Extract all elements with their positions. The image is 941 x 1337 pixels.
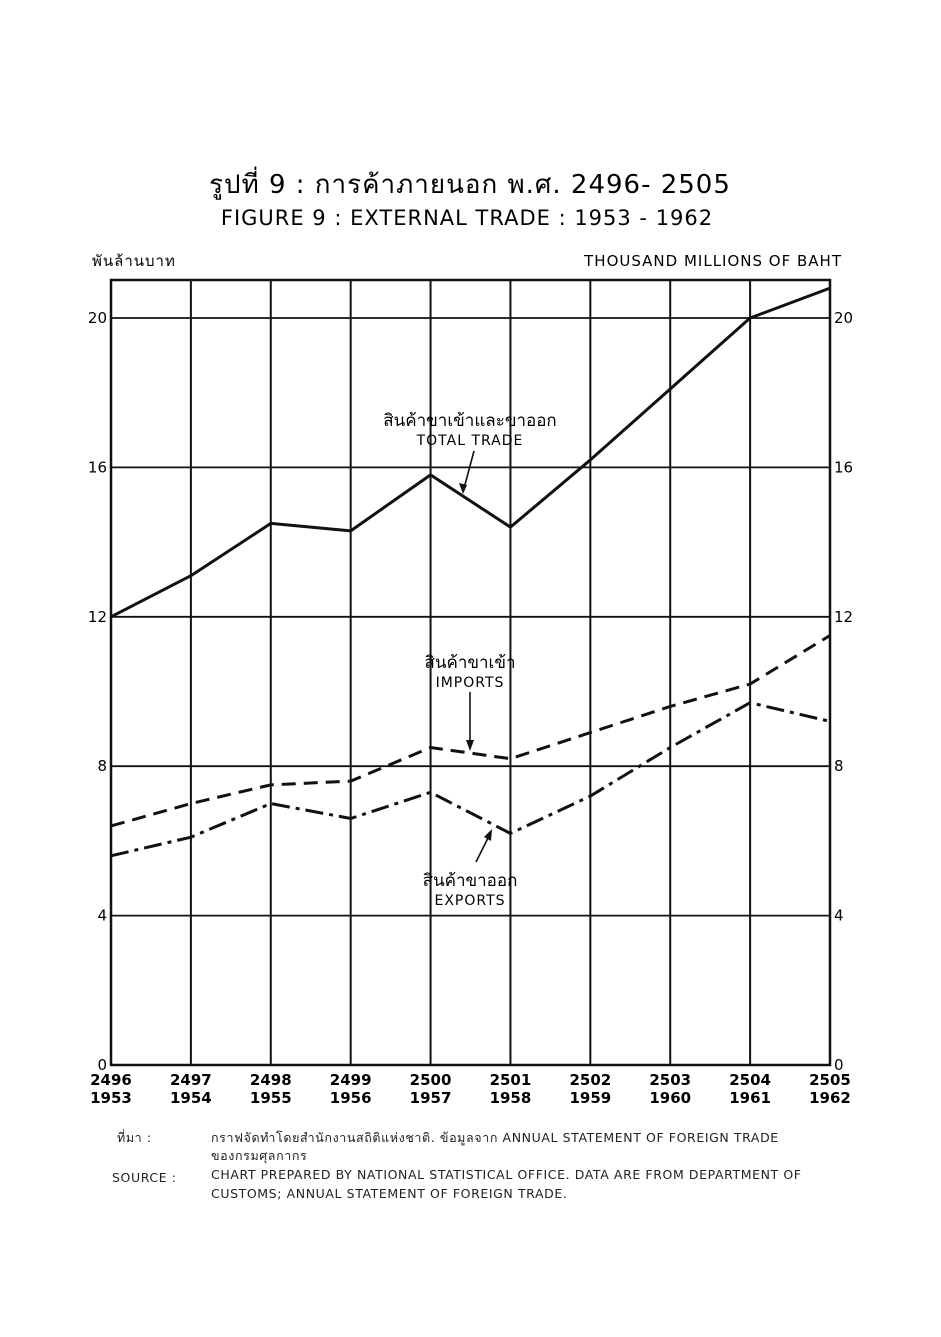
y-tick-label-right: 16 (834, 458, 853, 476)
y-tick-label-left: 20 (88, 309, 107, 327)
x-tick-label-year: 1956 (330, 1089, 372, 1107)
x-tick-label-buddhist-year: 2501 (490, 1071, 532, 1089)
y-tick-label-right: 20 (834, 309, 853, 327)
y-tick-label-left: 8 (97, 757, 107, 775)
exports-arrow (475, 829, 492, 863)
x-tick-label-buddhist-year: 2502 (569, 1071, 611, 1089)
gridlines (111, 280, 830, 1065)
source-label-english: SOURCE : (112, 1170, 177, 1185)
y-tick-label-right: 4 (834, 907, 844, 925)
source-text-thai-line2: ของกรมศุลกากร (211, 1148, 308, 1163)
total-trade-label-thai: สินค้าขาเข้าและขาออก (383, 411, 556, 431)
imports-label-thai: สินค้าขาเข้า (424, 653, 515, 673)
series-line-exports (110, 701, 831, 858)
x-tick-label-buddhist-year: 2500 (410, 1071, 452, 1089)
x-tick-label-year: 1955 (250, 1089, 292, 1107)
total-trade-arrow (459, 450, 475, 494)
total-trade-label-english: TOTAL TRADE (416, 433, 524, 449)
exports-label-thai: สินค้าขาออก (423, 871, 518, 891)
x-tick-label-buddhist-year: 2504 (729, 1071, 771, 1089)
left-axis-unit: พันล้านบาท (92, 252, 176, 270)
plot-frame (109, 278, 832, 1067)
x-tick-label-year: 1961 (729, 1089, 771, 1107)
imports-label-english: IMPORTS (436, 675, 505, 691)
y-tick-label-left: 4 (97, 907, 107, 925)
x-tick-label-buddhist-year: 2496 (90, 1071, 132, 1089)
x-tick-label-year: 1957 (410, 1089, 452, 1107)
x-tick-label-year: 1959 (569, 1089, 611, 1107)
chart-title-english: FIGURE 9 : EXTERNAL TRADE : 1953 - 1962 (221, 206, 713, 230)
right-axis-unit: THOUSAND MILLIONS OF BAHT (583, 252, 842, 270)
y-tick-label-right: 8 (834, 757, 844, 775)
exports-label-english: EXPORTS (434, 893, 505, 909)
x-tick-label-buddhist-year: 2498 (250, 1071, 292, 1089)
y-tick-label-left: 0 (97, 1056, 107, 1074)
x-tick-label-year: 1960 (649, 1089, 691, 1107)
x-tick-label-buddhist-year: 2505 (809, 1071, 851, 1089)
x-tick-label-year: 1962 (809, 1089, 851, 1107)
chart-title-thai: รูปที่ 9 : การค้าภายนอก พ.ศ. 2496- 2505 (209, 166, 731, 200)
x-tick-label-buddhist-year: 2499 (330, 1071, 372, 1089)
source-text-thai-line1: กราฟจัดทำโดยสำนักงานสถิติแห่งชาติ. ข้อมู… (211, 1130, 779, 1145)
y-axis-ticks: 0 0 4 4 8 8 12 12 16 16 20 20 (88, 309, 853, 1074)
x-tick-label-year: 1954 (170, 1089, 212, 1107)
imports-arrow (466, 692, 474, 751)
x-tick-label-year: 1958 (490, 1089, 532, 1107)
source-text-english-line2: CUSTOMS; ANNUAL STATEMENT OF FOREIGN TRA… (211, 1186, 568, 1201)
series-line-imports (110, 634, 831, 828)
series-lines (110, 286, 831, 858)
y-tick-label-right: 0 (834, 1056, 844, 1074)
y-tick-label-left: 16 (88, 458, 107, 476)
x-tick-label-buddhist-year: 2497 (170, 1071, 212, 1089)
y-tick-label-right: 12 (834, 608, 853, 626)
x-tick-label-year: 1953 (90, 1089, 132, 1107)
source-label-thai: ที่มา : (117, 1130, 152, 1145)
source-text-english-line1: CHART PREPARED BY NATIONAL STATISTICAL O… (211, 1167, 802, 1182)
series-line-total-trade (110, 286, 831, 619)
x-tick-label-buddhist-year: 2503 (649, 1071, 691, 1089)
y-tick-label-left: 12 (88, 608, 107, 626)
